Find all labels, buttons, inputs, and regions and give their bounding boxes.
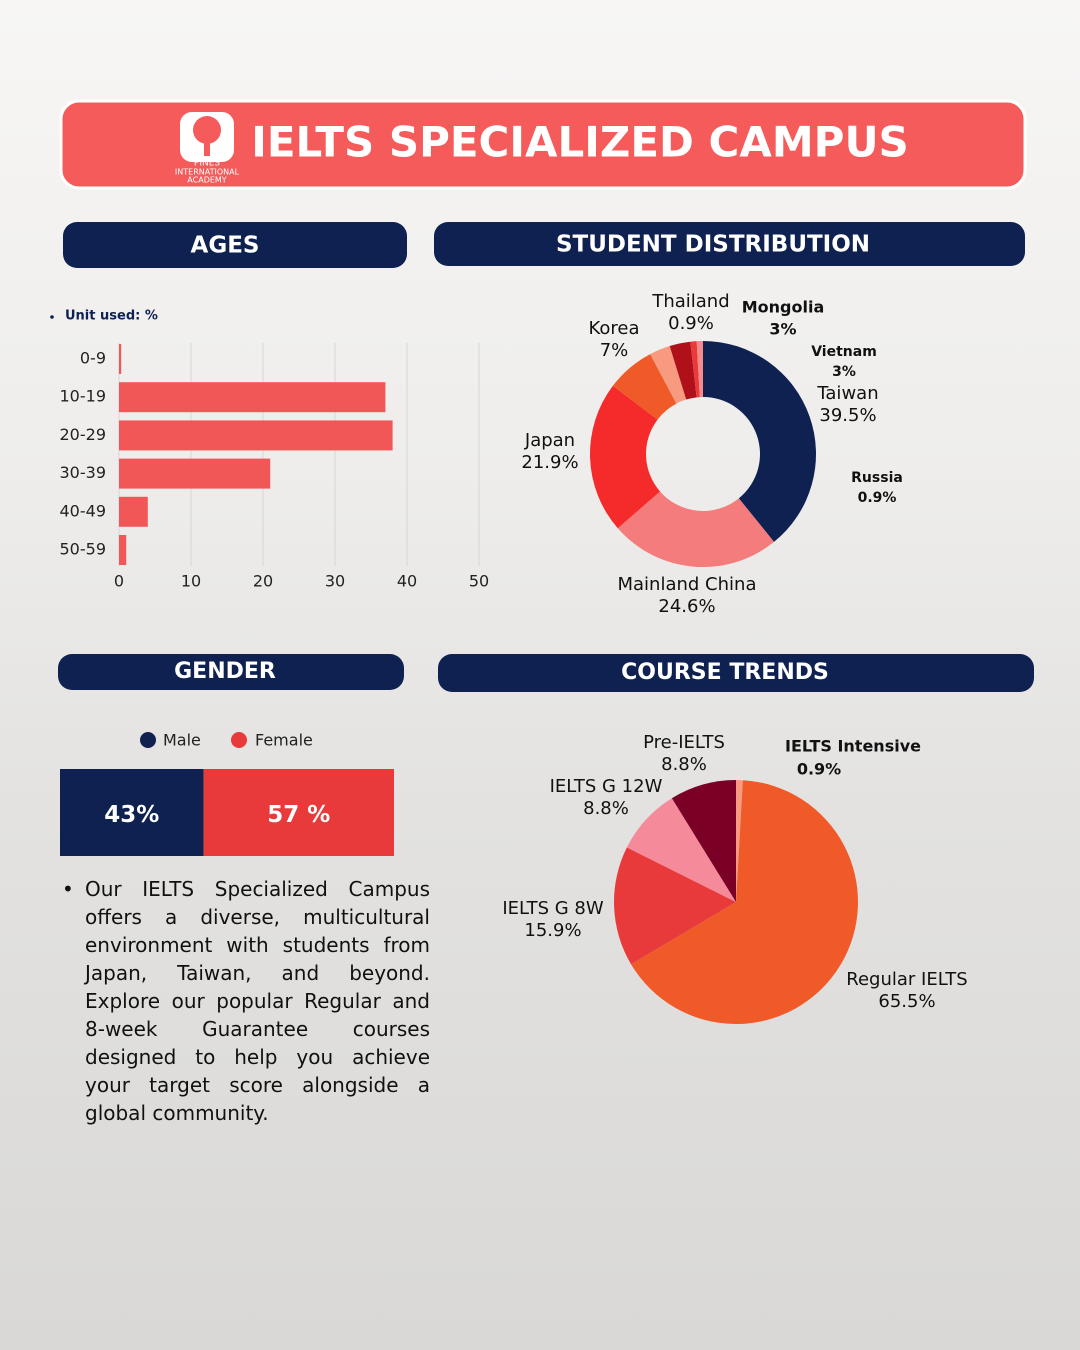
chart-note: Unit used: % bbox=[65, 309, 158, 324]
x-tick-label: 0 bbox=[114, 572, 124, 591]
legend-label: Female bbox=[255, 731, 313, 750]
y-tick-label: 10-19 bbox=[60, 387, 107, 406]
slice-value: 15.9% bbox=[524, 920, 581, 941]
y-tick-label: 40-49 bbox=[60, 501, 107, 520]
slice bbox=[614, 847, 736, 965]
header-title: IELTS SPECIALIZED CAMPUS bbox=[251, 118, 909, 167]
slice-value: 21.9% bbox=[521, 452, 578, 473]
bar bbox=[119, 496, 148, 527]
slice bbox=[690, 341, 700, 398]
bar bbox=[119, 382, 386, 413]
legend-label: Male bbox=[163, 731, 201, 750]
slice-value: 0.9% bbox=[797, 760, 841, 779]
note-bullet bbox=[50, 315, 54, 319]
y-tick-label: 30-39 bbox=[60, 463, 107, 482]
logo-tree bbox=[193, 116, 221, 156]
slice-label: Thailand bbox=[651, 291, 729, 312]
header-banner bbox=[59, 99, 1027, 190]
x-tick-label: 30 bbox=[325, 572, 345, 591]
slice-label: Pre-IELTS bbox=[643, 732, 725, 753]
legend-swatch bbox=[231, 732, 247, 748]
logo-text: ACADEMY bbox=[187, 176, 227, 185]
slice bbox=[736, 780, 743, 902]
x-tick-label: 20 bbox=[253, 572, 273, 591]
bar-segment bbox=[60, 769, 204, 856]
slice-label: Russia bbox=[851, 470, 903, 486]
slice-value: 0.9% bbox=[858, 490, 897, 506]
bar bbox=[119, 535, 127, 565]
slice-label: IELTS G 8W bbox=[502, 898, 603, 919]
section-pill bbox=[63, 222, 407, 268]
x-tick-label: 40 bbox=[397, 572, 417, 591]
x-tick-label: 10 bbox=[181, 572, 201, 591]
bar-segment bbox=[203, 769, 394, 856]
slice bbox=[617, 491, 775, 567]
slice-value: 3% bbox=[769, 320, 796, 339]
slice-label: Taiwan bbox=[816, 383, 878, 404]
segment-label: 57 % bbox=[267, 802, 330, 828]
segment-label: 43% bbox=[104, 802, 159, 828]
slice bbox=[703, 341, 816, 542]
slice-label: IELTS Intensive bbox=[785, 737, 921, 756]
slice-label: IELTS G 12W bbox=[550, 776, 663, 797]
bar bbox=[119, 420, 393, 451]
slice-value: 8.8% bbox=[661, 754, 707, 775]
section-pill bbox=[434, 222, 1025, 266]
slice bbox=[650, 346, 687, 404]
slice-value: 0.9% bbox=[668, 313, 714, 334]
description: Our IELTS Specialized Campus offers a di… bbox=[60, 875, 430, 1127]
slice-label: Korea bbox=[588, 318, 639, 339]
slice bbox=[612, 354, 677, 420]
slice-label: Vietnam bbox=[811, 344, 877, 360]
y-tick-label: 0-9 bbox=[80, 349, 106, 368]
logo-text: INTERNATIONAL bbox=[175, 168, 240, 177]
slice-value: 8.8% bbox=[583, 798, 629, 819]
logo-text: PINES bbox=[194, 159, 221, 169]
slice-value: 7% bbox=[600, 340, 629, 361]
slice bbox=[590, 385, 661, 529]
slice-label: Japan bbox=[524, 430, 575, 451]
slice bbox=[671, 780, 736, 902]
section-title: GENDER bbox=[174, 659, 276, 684]
x-tick-label: 50 bbox=[469, 572, 489, 591]
slice-value: 39.5% bbox=[819, 405, 876, 426]
bar bbox=[119, 344, 122, 374]
section-pill bbox=[438, 654, 1034, 692]
slice-label: Mongolia bbox=[742, 298, 825, 317]
bar bbox=[119, 458, 271, 489]
y-tick-label: 20-29 bbox=[60, 425, 107, 444]
slice-value: 3% bbox=[832, 364, 856, 380]
slice bbox=[626, 798, 736, 902]
slice bbox=[631, 780, 859, 1024]
slice-label: Mainland China bbox=[618, 574, 757, 595]
slice-value: 65.5% bbox=[878, 991, 935, 1012]
slice-label: Regular IELTS bbox=[846, 969, 967, 990]
slice bbox=[669, 341, 697, 400]
legend-swatch bbox=[140, 732, 156, 748]
section-title: COURSE TRENDS bbox=[621, 660, 829, 685]
slice bbox=[696, 340, 703, 398]
slice-value: 24.6% bbox=[658, 596, 715, 617]
section-title: STUDENT DISTRIBUTION bbox=[556, 232, 870, 258]
y-tick-label: 50-59 bbox=[60, 540, 107, 559]
section-pill bbox=[58, 654, 404, 690]
section-title: AGES bbox=[191, 233, 260, 259]
